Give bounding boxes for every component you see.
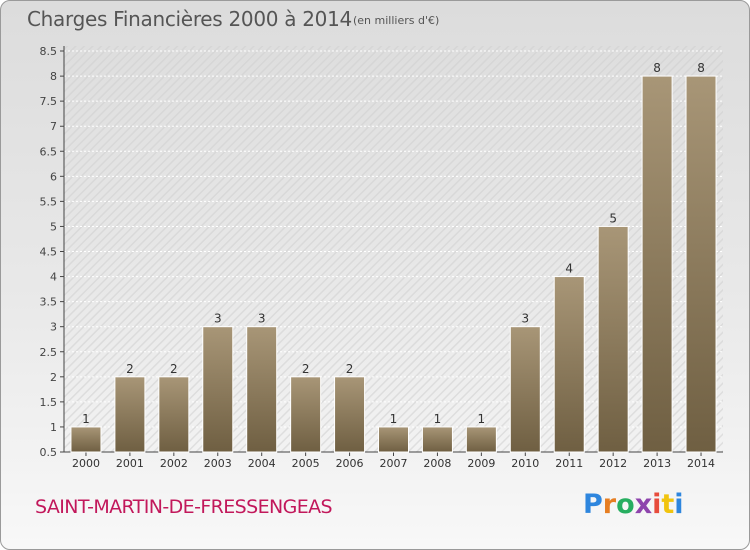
y-tick-label: 5.5 [40,195,58,208]
bar-value-label: 3 [258,312,266,326]
bar-value-label: 8 [697,61,705,75]
bar-2013 [641,75,673,453]
x-tick-label: 2007 [380,457,408,470]
bar-value-label: 1 [390,412,398,426]
chart-subtitle: (en milliers d'€) [353,14,440,27]
bar-2011 [553,276,585,453]
bar-value-label: 2 [302,362,310,376]
y-tick-label: 8.5 [40,45,58,58]
bar-value-label: 3 [214,312,222,326]
commune-name: SAINT-MARTIN-DE-FRESSENGEAS [35,496,333,518]
bar-2003 [202,326,234,453]
bar-value-label: 1 [478,412,486,426]
x-tick-label: 2012 [599,457,627,470]
bar-2012 [597,225,629,453]
y-tick-label: 3.5 [40,296,58,309]
y-tick-label: 6 [50,170,57,183]
bar-value-label: 1 [82,412,90,426]
y-tick-label: 2.5 [40,346,58,359]
x-tick-label: 2006 [336,457,364,470]
x-tick-label: 2001 [116,457,144,470]
x-tick-label: 2005 [292,457,320,470]
bar-2002 [158,376,190,453]
y-tick-label: 0.5 [40,446,58,459]
proxiti-logo: Proxiti [583,489,684,520]
bar-2010 [509,326,541,453]
y-tick-label: 4 [50,271,57,284]
bar-value-label: 2 [170,362,178,376]
x-tick-label: 2000 [72,457,100,470]
bar-2008 [421,426,453,453]
bar-2004 [246,326,278,453]
x-tick-label: 2011 [555,457,583,470]
bar-2001 [114,376,146,453]
bar-value-label: 1 [434,412,442,426]
x-tick-label: 2002 [160,457,188,470]
x-tick-label: 2004 [248,457,276,470]
bar-value-label: 8 [653,61,661,75]
bar-2000 [70,426,102,453]
bar-value-label: 3 [521,312,529,326]
y-tick-label: 8 [50,70,57,83]
bar-2007 [378,426,409,453]
x-tick-label: 2003 [204,457,232,470]
bar-2005 [290,376,322,453]
y-tick-label: 6.5 [40,145,58,158]
y-tick-label: 1.5 [40,396,58,409]
bar-value-label: 2 [126,362,134,376]
y-tick-label: 7.5 [40,95,58,108]
chart-title: Charges Financières 2000 à 2014 [27,7,352,31]
bar-2006 [334,376,366,453]
y-tick-label: 5 [50,220,57,233]
y-tick-label: 3 [50,321,57,334]
bar-value-label: 5 [609,211,617,225]
y-tick-label: 7 [50,120,57,133]
y-tick-label: 1 [50,421,57,434]
x-tick-label: 2010 [511,457,539,470]
x-tick-label: 2014 [687,457,715,470]
bar-2014 [685,75,717,453]
bar-value-label: 2 [346,362,354,376]
bar-2009 [465,426,497,453]
y-tick-label: 4.5 [40,246,58,259]
bar-value-label: 4 [565,262,573,276]
y-tick-label: 2 [50,371,57,384]
x-tick-label: 2009 [467,457,495,470]
x-tick-label: 2008 [423,457,451,470]
x-tick-label: 2013 [643,457,671,470]
